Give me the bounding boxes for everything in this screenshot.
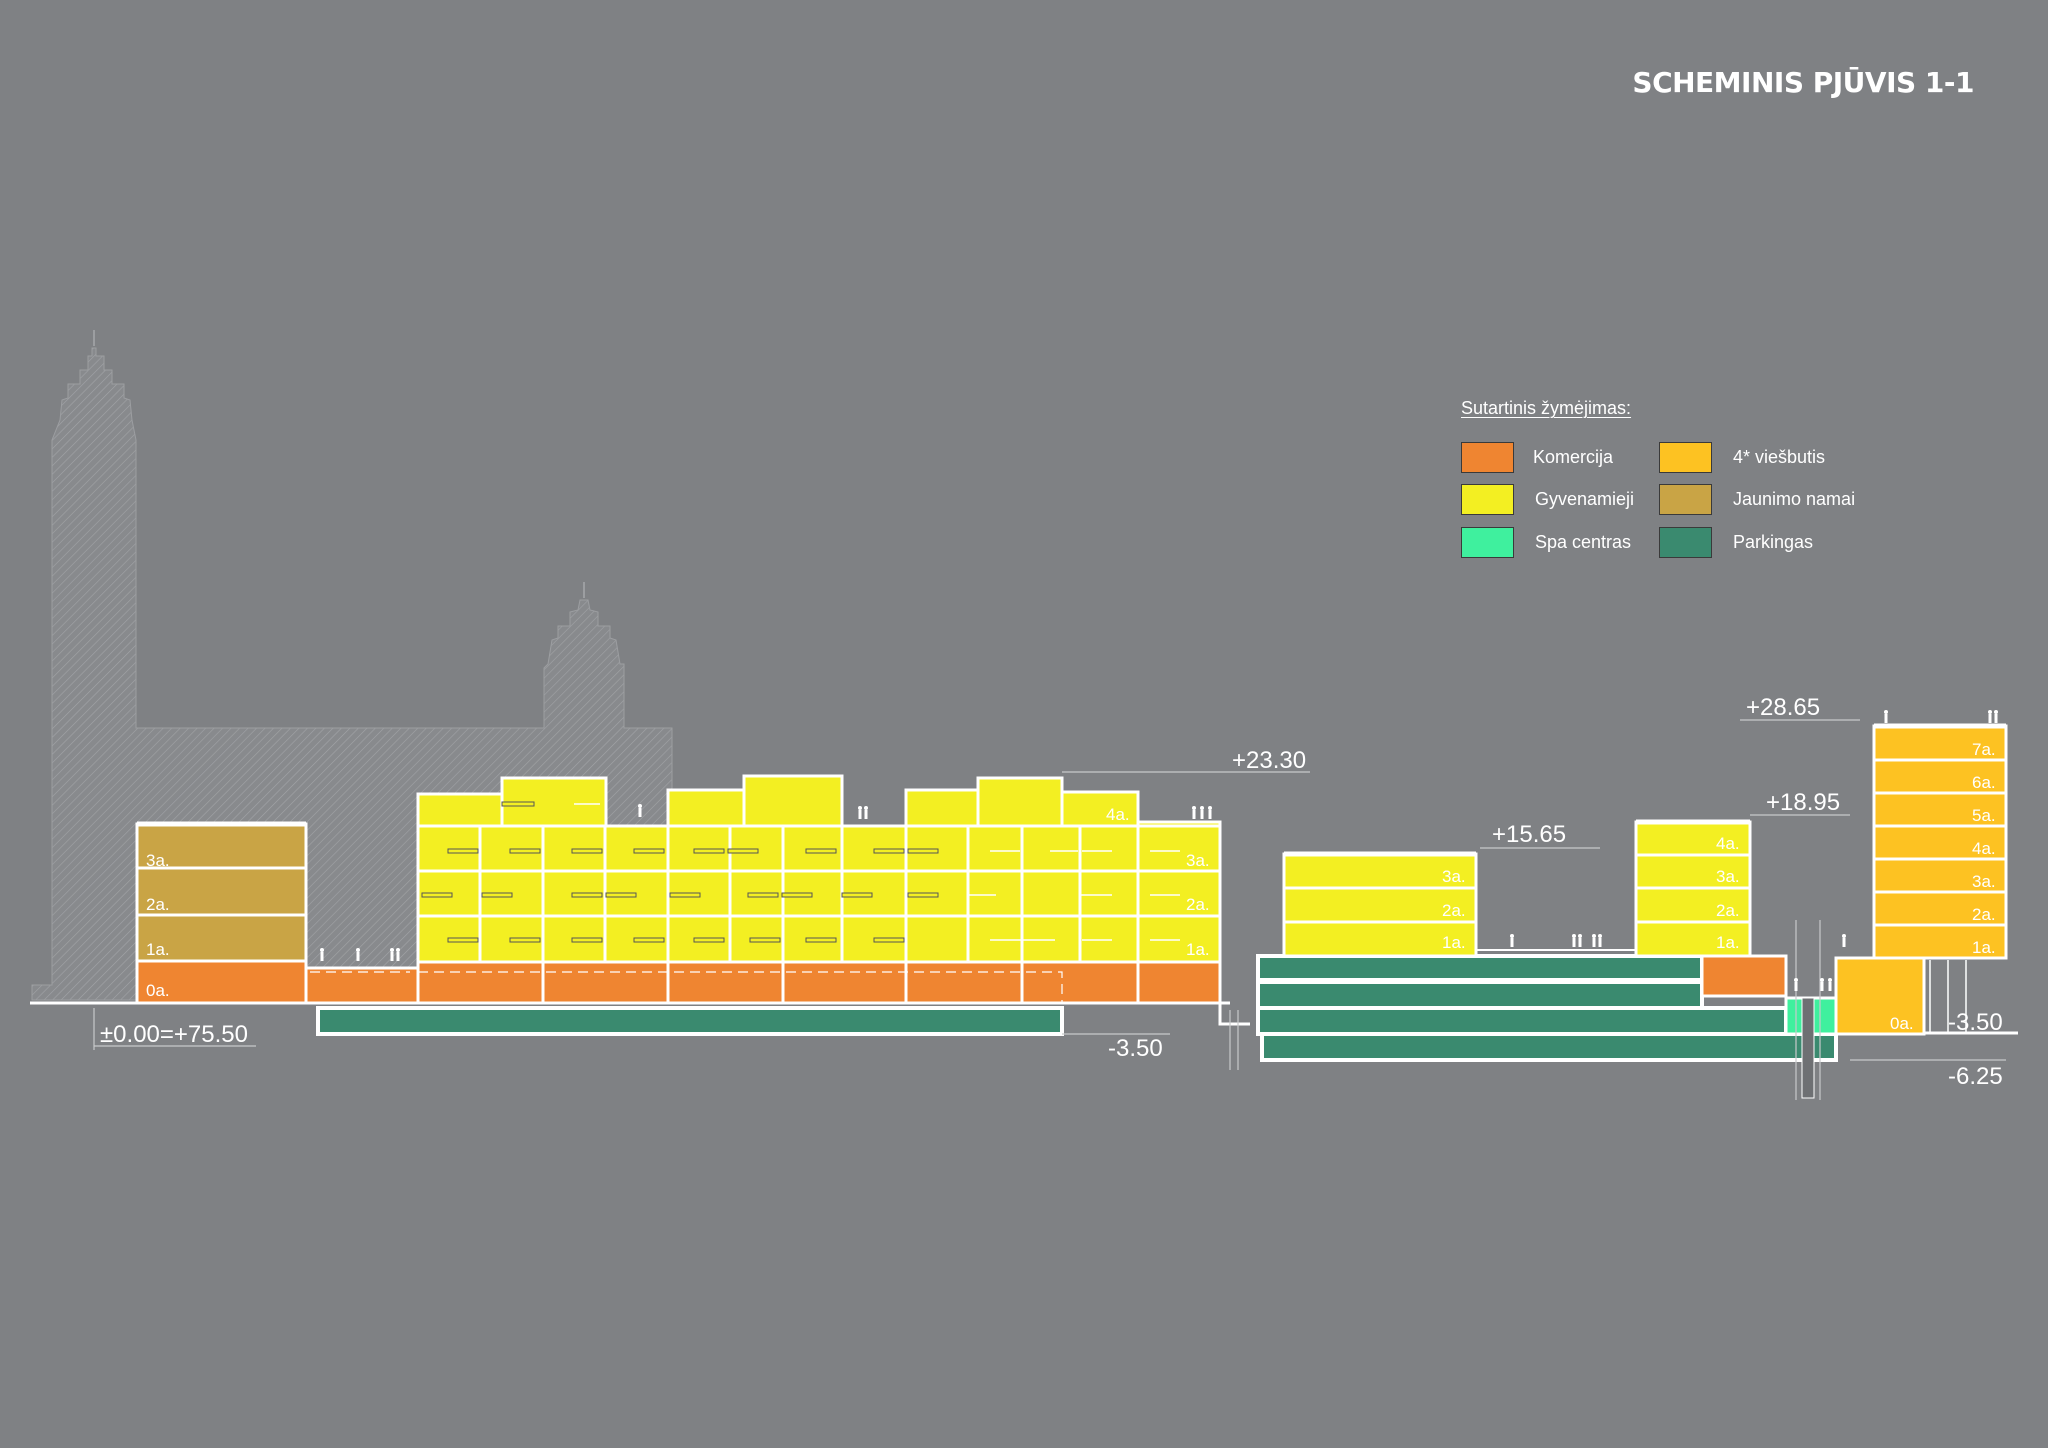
youth-floor-label: 3a. <box>146 851 170 870</box>
legend-label: Parkingas <box>1733 532 1814 552</box>
residential-c-floor-label: 3a. <box>1716 867 1740 886</box>
residential-a-floor-label: 1a. <box>1186 940 1210 959</box>
residential-c-floor-label: 4a. <box>1716 834 1740 853</box>
parking-right <box>1256 954 1838 1099</box>
parking-underground-left <box>316 1006 1064 1036</box>
residential-b-floor-label: 2a. <box>1442 901 1466 920</box>
level-2330-label: +23.30 <box>1232 747 1306 774</box>
legend-swatch <box>1461 484 1514 515</box>
legend-label: Gyvenamieji <box>1535 489 1635 509</box>
level-m350-left-label: -3.50 <box>1108 1035 1163 1062</box>
residential-a-floor-label: 4a. <box>1106 805 1130 824</box>
level-m625-label: -6.25 <box>1948 1063 2003 1090</box>
connector-commercial <box>304 966 420 1005</box>
residential-c-floor-label: 2a. <box>1716 901 1740 920</box>
youth-floor-label: 2a. <box>146 895 170 914</box>
legend-label: 4* viešbutis <box>1733 447 1826 467</box>
residential-a-floor-label: 3a. <box>1186 851 1210 870</box>
legend-item-parkingas: Parkingas <box>1659 527 1813 558</box>
legend-swatch <box>1659 484 1712 515</box>
legend-swatch <box>1461 442 1514 473</box>
level-1565-label: +15.65 <box>1492 821 1566 848</box>
legend-swatch <box>1461 527 1514 558</box>
hotel-floor-label: 4a. <box>1972 839 1996 858</box>
level-1895-label: +18.95 <box>1766 789 1840 816</box>
level-2865-label: +28.65 <box>1746 694 1820 721</box>
legend-swatch <box>1659 442 1712 473</box>
legend-item-komercija: Komercija <box>1461 442 1613 473</box>
level-base-label: ±0.00=+75.50 <box>100 1021 248 1048</box>
hotel-floor-label: 2a. <box>1972 905 1996 924</box>
hotel-tower <box>1834 723 2008 1036</box>
residential-a-floor-label: 2a. <box>1186 895 1210 914</box>
legend-swatch <box>1659 527 1712 558</box>
residential-b-floor-label: 1a. <box>1442 933 1466 952</box>
level-leader-lines <box>93 719 2006 1100</box>
residential-block-c <box>1634 819 1752 958</box>
legend-label: Spa centras <box>1535 532 1632 552</box>
legend-item-spa-centras: Spa centras <box>1461 527 1631 558</box>
youth-floor-label: 0a. <box>146 981 170 1000</box>
level-m350-right-label: -3.50 <box>1948 1009 2003 1036</box>
legend-item-jaunimo-namai: Jaunimo namai <box>1659 484 1855 515</box>
legend-item-gyvenamieji: Gyvenamieji <box>1461 484 1634 515</box>
residential-c-floor-label: 1a. <box>1716 933 1740 952</box>
page-title: SCHEMINIS PJŪVIS 1-1 <box>1632 66 1974 99</box>
legend-title: Sutartinis žymėjimas: <box>1461 398 1632 418</box>
hotel-floor-label: 5a. <box>1972 806 1996 825</box>
people-figures <box>320 710 1998 991</box>
hotel-floor-label: 6a. <box>1972 773 1996 792</box>
hotel-floor-label: 1a. <box>1972 938 1996 957</box>
residential-block-b <box>1282 851 1478 958</box>
legend-label: Jaunimo namai <box>1733 489 1856 509</box>
hotel-floor-label: 3a. <box>1972 872 1996 891</box>
legend-label: Komercija <box>1533 447 1614 467</box>
youth-floor-label: 1a. <box>146 940 170 959</box>
legend-item-viesbutis: 4* viešbutis <box>1659 442 1825 473</box>
residential-b-floor-label: 3a. <box>1442 867 1466 886</box>
main-residential-block <box>310 774 1222 1005</box>
hotel-floor-label: 7a. <box>1972 740 1996 759</box>
hotel-floor-label: 0a. <box>1890 1014 1914 1033</box>
